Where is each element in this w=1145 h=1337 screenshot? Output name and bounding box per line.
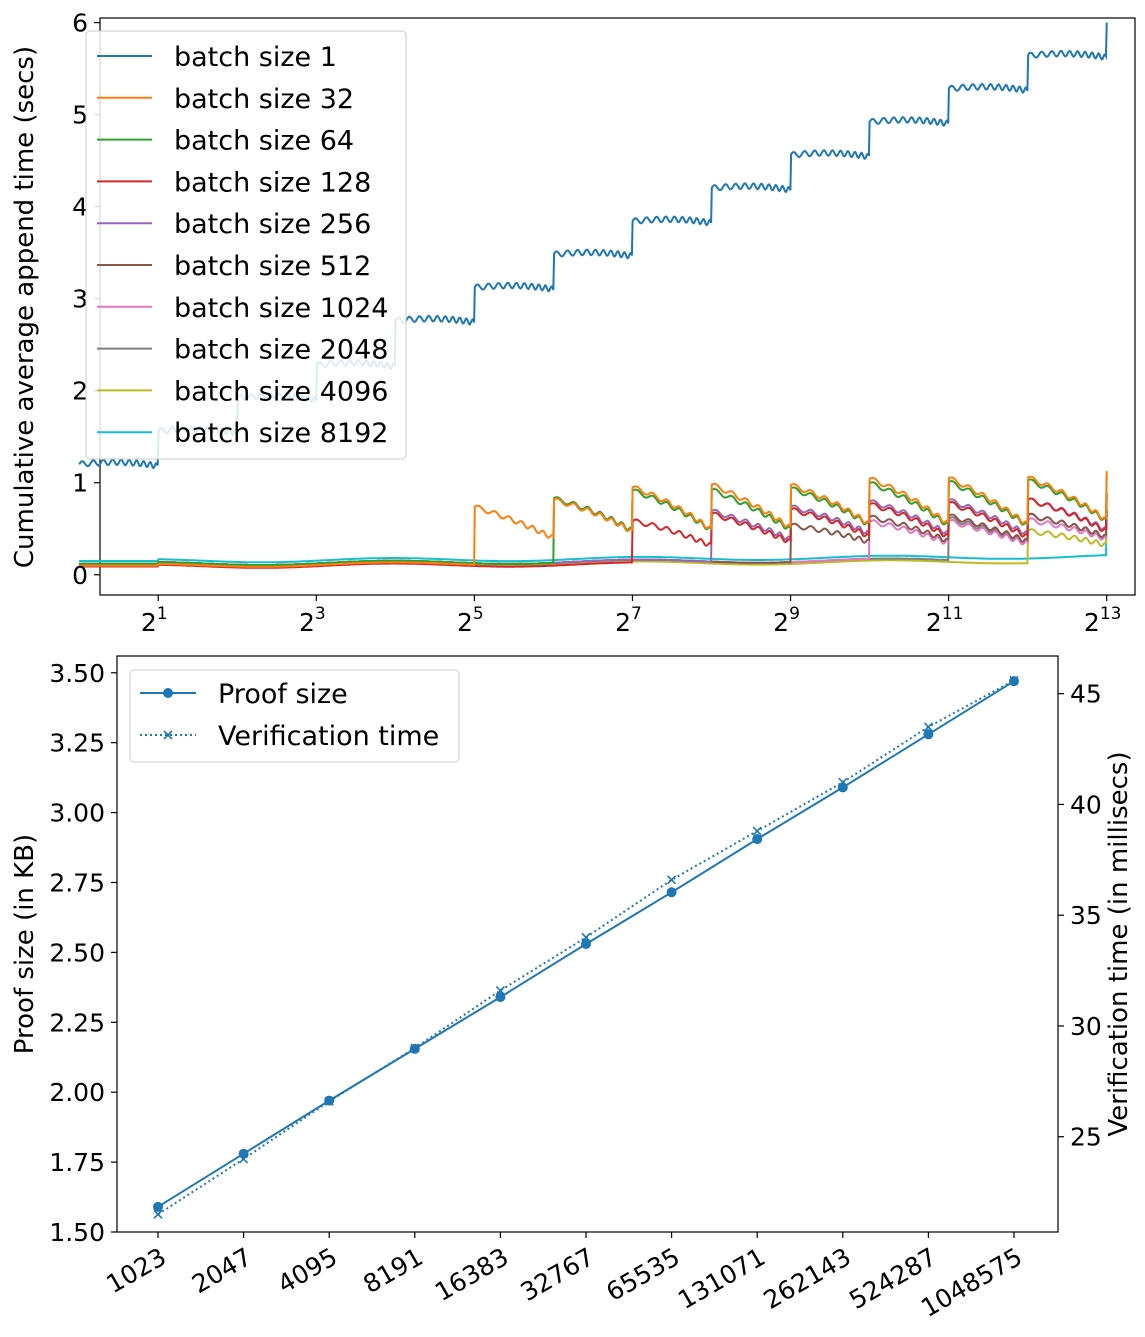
bottom-right-tick-label: 30	[1070, 1012, 1102, 1041]
verification-time-point	[1009, 675, 1019, 685]
legend-entry: batch size 1024	[174, 293, 388, 324]
bottom-x-tick-label: 65535	[601, 1242, 684, 1307]
proof-size-point	[752, 834, 763, 845]
bottom-series-lines	[153, 675, 1019, 1219]
bottom-x-tick-label: 32767	[516, 1242, 599, 1307]
bottom-left-y-axis-label: Proof size (in KB)	[10, 834, 40, 1054]
verification-time-point	[324, 1096, 334, 1106]
top-y-tick-label: 0	[72, 561, 88, 590]
verification-time-point	[239, 1154, 249, 1164]
top-x-tick-label: 213	[1084, 604, 1122, 637]
bottom-x-tick-label: 262143	[759, 1242, 856, 1315]
bottom-x-tick-label: 1023	[101, 1242, 171, 1299]
legend-entry: batch size 4096	[174, 376, 388, 407]
bottom-x-tick-label: 131071	[673, 1242, 770, 1315]
top-y-tick-label: 1	[72, 469, 88, 498]
bottom-right-y-axis-label: Verification time (in millisecs)	[1104, 751, 1134, 1136]
top-y-axis-label: Cumulative average append time (secs)	[10, 46, 40, 568]
bottom-x-tick-label: 16383	[430, 1242, 513, 1307]
bottom-left-y-ticks: 1.50 1.75 2.00 2.25 2.50 2.75 3.00 3.25 3.50	[49, 659, 117, 1247]
bottom-right-tick-label: 25	[1070, 1123, 1102, 1152]
bottom-x-tick-label: 4095	[273, 1242, 343, 1299]
verification-time-point	[153, 1209, 163, 1219]
proof-size-chart: 1023 2047 4095 8191 16383 32767 65535131071262…	[10, 655, 1134, 1323]
bottom-left-tick-label: 3.25	[49, 729, 105, 758]
top-x-tick-label: 21	[141, 604, 168, 637]
top-x-tick-label: 23	[299, 604, 326, 637]
top-legend: batch size 1 batch size 32 batch size 64 ba…	[85, 30, 407, 460]
legend-entry: batch size 512	[174, 251, 371, 282]
top-y-tick-label: 6	[72, 9, 88, 38]
legend-entry: batch size 64	[174, 126, 354, 157]
top-y-ticks: 0 1 2 3 4 5 6	[72, 9, 100, 590]
top-x-tick-label: 27	[615, 604, 642, 637]
legend-entry: batch size 2048	[174, 335, 388, 366]
legend-entry: batch size 1	[174, 42, 337, 73]
verification-time-point	[752, 826, 762, 836]
legend-entry: batch size 256	[174, 209, 371, 240]
series-line-verification-time	[157, 679, 1015, 1216]
bottom-legend: Proof size Verification time	[129, 669, 460, 763]
top-y-tick-label: 3	[72, 285, 88, 314]
bottom-left-tick-label: 2.50	[49, 938, 105, 967]
top-y-tick-label: 5	[72, 101, 88, 130]
top-legend-box	[85, 30, 407, 460]
legend-entry: batch size 128	[174, 167, 371, 198]
bottom-left-tick-label: 2.00	[49, 1078, 105, 1107]
top-x-tick-label: 211	[926, 604, 964, 637]
bottom-left-tick-label: 1.50	[49, 1218, 105, 1247]
bottom-x-tick-label: 8191	[358, 1242, 428, 1299]
bottom-left-tick-label: 3.00	[49, 799, 105, 828]
bottom-left-tick-label: 2.75	[49, 868, 105, 897]
proof-size-point	[666, 887, 677, 898]
proof-size-point	[923, 729, 934, 740]
top-x-ticks: 21 23 25 27 29 211 213	[141, 595, 1122, 637]
bottom-x-ticks: 1023 2047 4095 8191 16383 32767 65535131071262…	[101, 1232, 1027, 1323]
bottom-left-tick-label: 2.25	[49, 1008, 105, 1037]
legend-entry: Verification time	[218, 721, 439, 752]
legend-entry: Proof size	[218, 679, 348, 710]
series-line-batch-size-128	[79, 494, 1108, 569]
proof-size-point	[581, 939, 591, 949]
bottom-right-tick-label: 35	[1070, 901, 1102, 930]
bottom-left-tick-label: 1.75	[49, 1148, 105, 1177]
verification-time-point	[667, 875, 677, 885]
top-x-tick-label: 29	[773, 604, 800, 637]
verification-time-point	[410, 1043, 420, 1053]
top-y-tick-label: 4	[72, 193, 88, 222]
legend-marker	[163, 688, 173, 698]
verification-time-point	[495, 985, 505, 996]
bottom-left-tick-label: 3.50	[49, 659, 105, 688]
legend-marker	[163, 730, 173, 740]
verification-time-point	[923, 722, 933, 732]
proof-size-point	[153, 1201, 163, 1212]
series-line-batch-size-8192	[79, 513, 1108, 564]
top-y-tick-label: 2	[72, 377, 88, 406]
series-line-batch-size-32	[79, 471, 1108, 568]
bottom-right-tick-label: 40	[1070, 790, 1102, 819]
legend-entry: batch size 8192	[174, 418, 388, 449]
top-x-tick-label: 25	[457, 604, 484, 637]
bottom-right-tick-label: 45	[1070, 680, 1102, 709]
legend-entry: batch size 32	[174, 84, 354, 115]
verification-time-point	[581, 932, 591, 942]
verification-time-point	[838, 777, 848, 787]
bottom-x-tick-label: 2047	[187, 1242, 257, 1299]
proof-size-point	[495, 992, 506, 1003]
bottom-right-y-ticks: 25 30 35 40 45	[1058, 680, 1102, 1152]
bottom-legend-box	[129, 669, 460, 763]
